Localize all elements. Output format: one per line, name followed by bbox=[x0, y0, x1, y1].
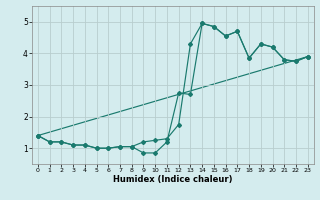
X-axis label: Humidex (Indice chaleur): Humidex (Indice chaleur) bbox=[113, 175, 233, 184]
